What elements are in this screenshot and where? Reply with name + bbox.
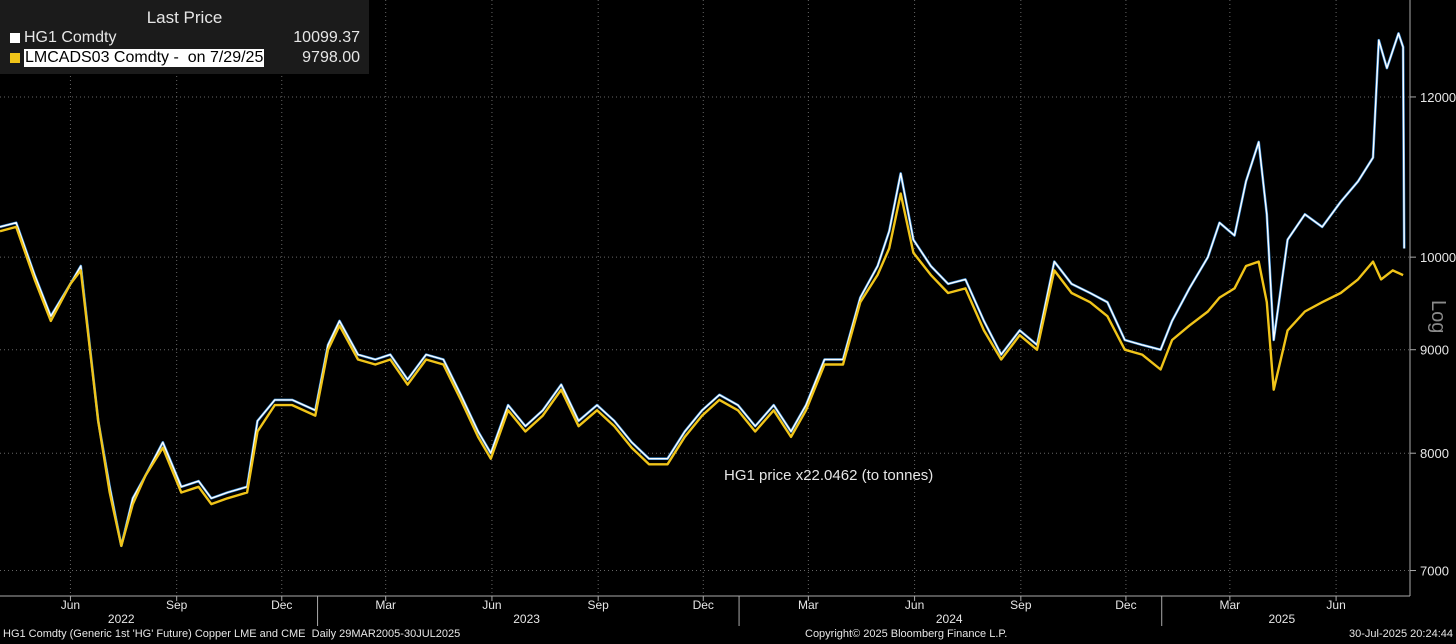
series-line-hg1-comdty: [0, 32, 1405, 547]
legend-swatch-hg1: [10, 33, 20, 43]
legend-value-lmcads03: 9798.00: [302, 49, 360, 66]
legend-swatch-lmcads03: [10, 53, 20, 63]
y-axis: 7000 8000 9000 10000 12000: [1409, 0, 1456, 596]
log-scale-label: Log: [1427, 300, 1449, 333]
y-tick-label: 8000: [1420, 446, 1449, 461]
x-year-label: 2025: [1268, 612, 1295, 626]
x-year-label: 2023: [513, 612, 540, 626]
legend-label-lmcads03: LMCADS03 Comdty - on 7/29/25: [24, 49, 265, 67]
legend-label-hg1: HG1 Comdty: [24, 29, 117, 46]
x-year-label: 2024: [936, 612, 963, 626]
conversion-annotation: HG1 price x22.0462 (to tonnes): [724, 467, 933, 484]
legend-panel: Last Price HG1 Comdty 10099.37 LMCADS03 …: [0, 0, 369, 74]
x-month-label: Dec: [693, 598, 714, 612]
y-tick-label: 9000: [1420, 343, 1449, 358]
x-month-label: Dec: [271, 598, 292, 612]
x-month-label: Mar: [798, 598, 819, 612]
legend-value-hg1: 10099.37: [293, 29, 360, 46]
legend-item-hg1[interactable]: HG1 Comdty 10099.37: [10, 29, 365, 49]
footer-description: HG1 Comdty (Generic 1st 'HG' Future) Cop…: [3, 628, 461, 640]
y-tick-label: 7000: [1420, 564, 1449, 579]
legend-header: Last Price: [146, 8, 223, 27]
footer-timestamp: 30-Jul-2025 20:24:44: [1349, 628, 1453, 640]
series-layer: [0, 32, 1406, 548]
x-month-label: Sep: [1010, 598, 1032, 612]
series-line-lmcads03-comdty: [0, 192, 1404, 547]
chart-grid: [0, 0, 1410, 596]
x-month-label: Sep: [166, 598, 188, 612]
x-year-label: 2022: [108, 612, 135, 626]
x-month-label: Jun: [1326, 598, 1345, 612]
x-month-label: Dec: [1115, 598, 1136, 612]
x-axis: Jun Sep Dec Mar Jun Sep Dec Mar Jun Sep Dec Mar Jun 2…: [0, 595, 1410, 626]
legend-item-lmcads03[interactable]: LMCADS03 Comdty - on 7/29/25 9798.00: [10, 49, 365, 69]
y-tick-label: 10000: [1420, 250, 1456, 265]
y-tick-label: 12000: [1420, 90, 1456, 105]
x-month-label: Mar: [375, 598, 396, 612]
x-month-label: Jun: [482, 598, 501, 612]
x-month-label: Sep: [588, 598, 610, 612]
x-month-label: Jun: [61, 598, 80, 612]
series-edge-hg1-comdty: [0, 32, 1406, 548]
x-month-label: Jun: [905, 598, 924, 612]
x-month-label: Mar: [1220, 598, 1241, 612]
footer-copyright: Copyright© 2025 Bloomberg Finance L.P.: [805, 628, 1008, 640]
